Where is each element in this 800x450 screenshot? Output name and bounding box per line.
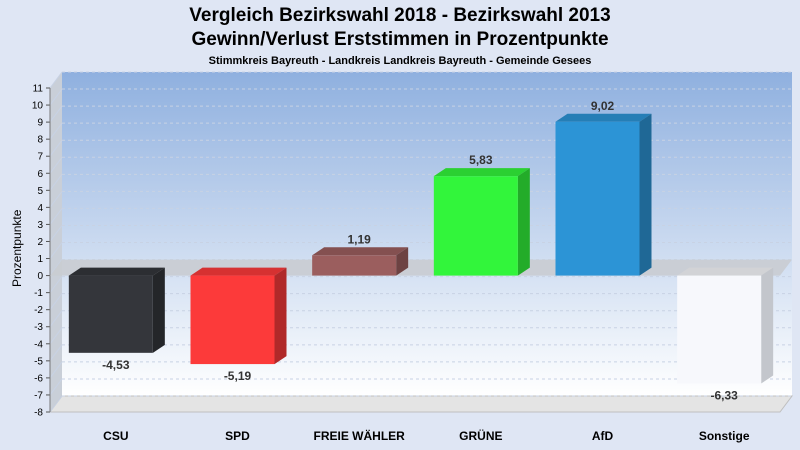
- gridline-side: [49, 293, 63, 310]
- y-tick-label: 9: [37, 118, 43, 129]
- gridline-side: [49, 156, 63, 174]
- data-label: 9,02: [591, 99, 615, 113]
- gridline-side: [49, 344, 63, 362]
- bar-top: [312, 247, 409, 256]
- data-label: -6,33: [710, 389, 738, 403]
- x-tick-label: SPD: [225, 429, 250, 443]
- plot-floor: [49, 395, 793, 413]
- x-tick-label: AfD: [592, 429, 614, 443]
- gridline-side: [49, 174, 63, 191]
- y-tick-label: -5: [34, 356, 43, 367]
- bar: [68, 275, 153, 353]
- gridline-side: [49, 242, 63, 259]
- bar-side: [639, 113, 652, 276]
- gridline-side: [49, 395, 63, 413]
- y-tick-label: 1: [37, 254, 43, 265]
- y-tick-label: 2: [37, 237, 43, 248]
- bar: [433, 176, 518, 276]
- bar-side: [517, 168, 530, 276]
- y-tick-label: -1: [34, 288, 43, 299]
- bar-side: [152, 267, 165, 353]
- bar: [555, 121, 640, 276]
- y-tick-label: 10: [32, 101, 44, 112]
- chart-caption: Stimmkreis Bayreuth - Landkreis Landkrei…: [208, 55, 592, 67]
- plot-background: [62, 72, 792, 396]
- bar: [190, 275, 275, 365]
- y-tick-label: 6: [37, 169, 43, 180]
- y-tick-label: 7: [37, 152, 43, 163]
- gridline-side: [49, 139, 63, 157]
- y-tick-label: -4: [34, 339, 43, 350]
- x-tick-label: CSU: [103, 429, 128, 443]
- bar-top: [555, 113, 652, 122]
- y-tick-label: -8: [34, 408, 43, 419]
- bar-top: [433, 168, 530, 177]
- gridline-side: [49, 310, 63, 328]
- bar: [312, 255, 397, 276]
- bar-side: [396, 247, 409, 276]
- x-tick-label: Sonstige: [699, 429, 750, 443]
- x-tick-label: GRÜNE: [459, 428, 502, 443]
- data-label: 1,19: [347, 232, 371, 246]
- y-tick-label: 8: [37, 135, 43, 146]
- data-label: -5,19: [224, 369, 252, 383]
- data-label: 5,83: [469, 153, 493, 167]
- bar-side: [761, 267, 774, 384]
- bar-side: [274, 267, 287, 365]
- gridline-side: [49, 378, 63, 396]
- y-tick-label: -6: [34, 373, 43, 384]
- gridline-side: [49, 71, 63, 89]
- bar-top: [677, 267, 774, 276]
- y-tick-label: 5: [37, 186, 43, 197]
- gridline-side: [49, 88, 63, 106]
- chart-subtitle: Gewinn/Verlust Erststimmen in Prozentpun…: [191, 29, 609, 50]
- bar: [677, 275, 762, 384]
- y-tick-label: 11: [33, 84, 44, 95]
- y-tick-label: 0: [37, 271, 43, 282]
- gridline-side: [49, 208, 63, 225]
- y-tick-label: -2: [34, 305, 43, 316]
- bar-top: [68, 267, 165, 276]
- gridline-side: [49, 122, 63, 140]
- gridline-side: [49, 276, 63, 293]
- bar-top: [190, 267, 287, 276]
- plot-side-wall: [50, 72, 62, 412]
- gridline-side: [49, 105, 63, 123]
- x-tick-label: FREIE WÄHLER: [313, 428, 405, 443]
- gridline-side: [49, 191, 63, 208]
- y-tick-label: -3: [34, 322, 43, 333]
- gridline-side: [49, 361, 63, 379]
- y-tick-label: 3: [37, 220, 43, 231]
- gridline-side: [49, 225, 63, 242]
- data-label: -4,53: [102, 358, 130, 372]
- y-tick-label: 4: [37, 203, 43, 214]
- chart-title: Vergleich Bezirkswahl 2018 - Bezirkswahl…: [189, 5, 611, 26]
- y-tick-label: -7: [34, 390, 43, 401]
- gridline-side: [49, 327, 63, 345]
